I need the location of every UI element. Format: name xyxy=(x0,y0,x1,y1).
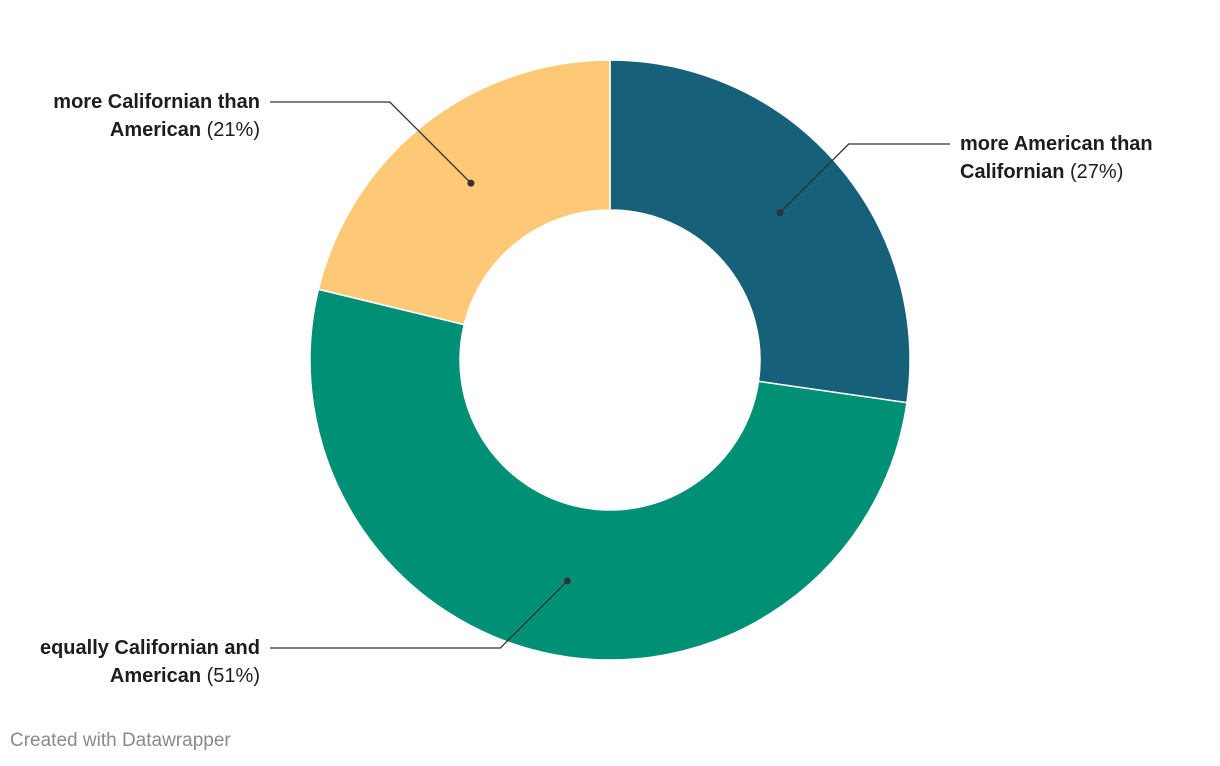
slice-label-percent: (51%) xyxy=(206,665,260,687)
leader-dot-1 xyxy=(563,577,571,585)
slice-label-equally: equally Californian and American (51%) xyxy=(10,634,260,690)
datawrapper-credit[interactable]: Created with Datawrapper xyxy=(10,730,231,751)
donut-slice-1[interactable] xyxy=(309,288,908,661)
donut-slice-0[interactable] xyxy=(609,59,911,404)
slice-label-name: American xyxy=(109,665,202,687)
leader-dot-2 xyxy=(467,179,475,187)
slice-label-name: Californian xyxy=(960,161,1065,183)
leader-line-2 xyxy=(270,101,472,184)
slice-label-more-californian: more Californian than American (21%) xyxy=(10,88,260,144)
slice-label-name: American xyxy=(109,119,202,141)
slice-label-more-american: more American than Californian (27%) xyxy=(960,130,1200,186)
slice-label-name: equally Californian and xyxy=(39,637,260,659)
leader-dot-0 xyxy=(776,209,784,217)
leader-line-1 xyxy=(270,580,568,649)
donut-slice-2[interactable] xyxy=(317,59,611,326)
slice-label-percent: (27%) xyxy=(1070,161,1124,183)
slice-label-name: more Californian than xyxy=(53,91,260,113)
slice-label-percent: (21%) xyxy=(206,119,260,141)
leader-line-0 xyxy=(779,143,950,214)
slice-label-name: more American than xyxy=(960,133,1153,155)
